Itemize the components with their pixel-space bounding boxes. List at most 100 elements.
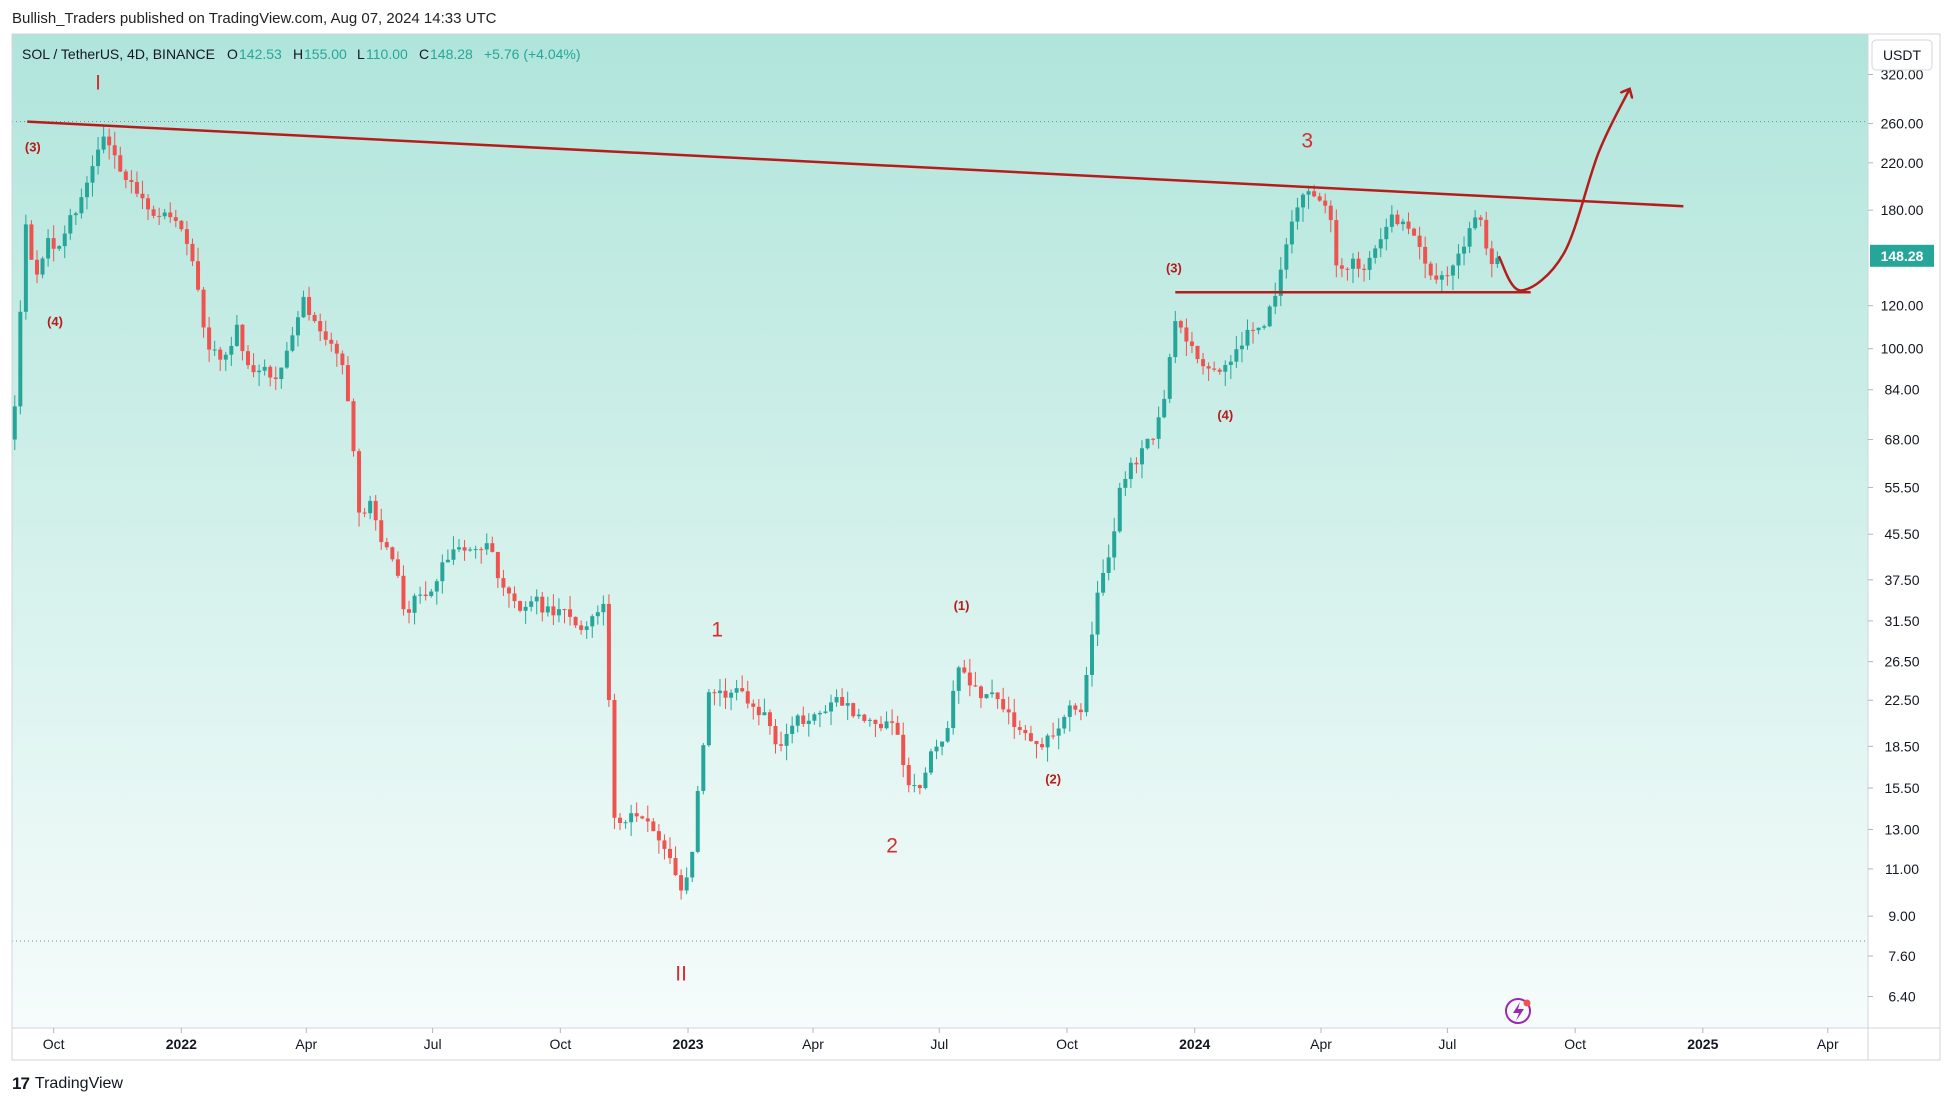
candle	[118, 146, 123, 173]
candle-body	[357, 451, 362, 513]
candle-body	[1345, 268, 1350, 270]
x-tick-label: Oct	[1564, 1036, 1586, 1052]
wave-label: 2	[886, 834, 898, 857]
candle-body	[190, 243, 195, 262]
candle	[40, 256, 45, 279]
candle	[651, 818, 656, 832]
y-tick-label: 15.50	[1884, 780, 1919, 796]
candle	[234, 314, 239, 348]
resistance-trendline[interactable]	[27, 120, 1684, 208]
candle-body	[1478, 217, 1483, 220]
candle	[618, 813, 623, 831]
candle-body	[812, 714, 817, 721]
candle	[101, 126, 106, 154]
legend-high-value: 155.00	[304, 46, 347, 62]
candle	[1056, 718, 1061, 750]
candle-body	[212, 349, 217, 351]
candle	[1112, 517, 1117, 571]
candle	[1117, 482, 1122, 534]
candle	[1428, 261, 1433, 281]
candle	[84, 176, 89, 210]
candle-body	[556, 609, 561, 616]
candle-body	[890, 721, 895, 723]
candle-body	[73, 213, 78, 216]
candle-body	[717, 690, 722, 694]
y-tick-label: 68.00	[1884, 432, 1919, 448]
x-tick-label: Apr	[1817, 1036, 1839, 1052]
candle	[1289, 210, 1294, 254]
candle-body	[673, 858, 678, 876]
candle-body	[706, 692, 711, 746]
candle	[1045, 733, 1050, 762]
candle-body	[173, 217, 178, 221]
candle-body	[1445, 275, 1450, 277]
candle-body	[518, 601, 523, 611]
candle	[146, 194, 151, 221]
candle	[157, 207, 162, 225]
candle-body	[1412, 228, 1417, 236]
candle-body	[240, 324, 245, 352]
x-tick-label: Apr	[295, 1036, 317, 1052]
candle	[629, 804, 634, 836]
wave-label: 3	[1301, 129, 1313, 152]
y-tick-label: 37.50	[1884, 572, 1919, 588]
wave-label: I	[95, 72, 101, 95]
candle-body	[1234, 349, 1239, 362]
candle	[817, 710, 822, 728]
candle-body	[612, 699, 617, 818]
y-tick-label: 11.00	[1885, 861, 1919, 877]
y-tick-label: 180.00	[1881, 202, 1924, 218]
candle-body	[468, 549, 473, 551]
candle	[1473, 209, 1478, 231]
tradingview-logo[interactable]: 17 TradingView	[12, 1074, 123, 1094]
bolt-icon[interactable]	[1505, 998, 1531, 1024]
candle	[73, 211, 78, 226]
candle	[1028, 725, 1033, 742]
candle-body	[234, 324, 239, 346]
candle-body	[1312, 191, 1317, 197]
candle-body	[1456, 253, 1461, 266]
candle	[1278, 256, 1283, 307]
projection-arrow[interactable]	[1497, 90, 1629, 292]
candle	[695, 785, 700, 854]
candle	[1445, 266, 1450, 286]
candle	[812, 712, 817, 725]
candle-body	[146, 198, 151, 210]
candle	[34, 250, 39, 284]
candle	[451, 536, 456, 565]
y-tick-label: 320.00	[1881, 67, 1924, 83]
wave-label: (4)	[47, 314, 63, 329]
candle-body	[1301, 194, 1306, 208]
candle	[190, 238, 195, 267]
candle	[351, 398, 356, 457]
candle-body	[1467, 228, 1472, 247]
candle	[12, 395, 17, 451]
candle-body	[978, 686, 983, 699]
x-tick-label: Oct	[1056, 1036, 1078, 1052]
candle	[967, 658, 972, 697]
y-tick-label: 31.50	[1884, 613, 1919, 629]
currency-badge[interactable]	[1871, 39, 1933, 71]
candle-body	[223, 354, 228, 360]
candle-body	[629, 813, 634, 823]
candle	[212, 340, 217, 356]
candle-body	[1090, 634, 1095, 675]
candle-body	[512, 593, 517, 602]
candle	[1456, 244, 1461, 279]
candle-body	[573, 616, 578, 626]
candle-body	[1267, 306, 1272, 327]
candle-body	[551, 606, 556, 616]
candle-body	[1350, 258, 1355, 269]
candle	[1034, 740, 1039, 759]
candle	[1450, 264, 1455, 290]
candle-body	[1012, 712, 1017, 728]
candle-body	[196, 261, 201, 290]
candle-body	[79, 197, 84, 214]
candle-body	[845, 703, 850, 706]
candle-body	[340, 353, 345, 366]
candle	[1334, 209, 1339, 278]
legend-low-value: 110.00	[366, 46, 408, 62]
candle-body	[134, 182, 139, 194]
candle	[1423, 236, 1428, 279]
